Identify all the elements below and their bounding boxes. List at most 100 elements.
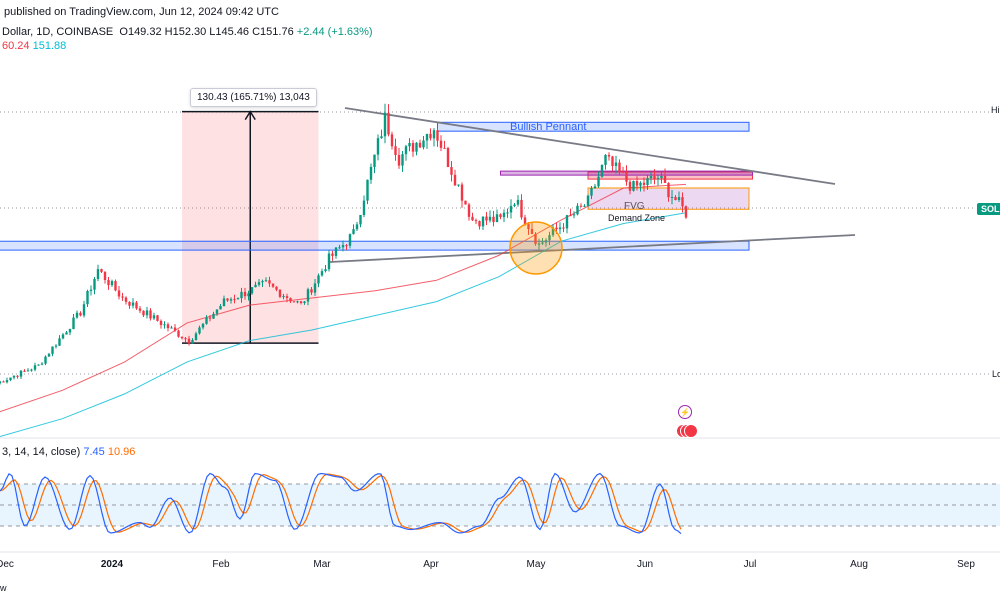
- candle-body: [16, 375, 19, 377]
- candle-body: [93, 278, 96, 290]
- candle-body: [649, 176, 653, 179]
- candle-body: [495, 214, 499, 223]
- candle-body: [5, 380, 9, 383]
- candle-body: [250, 287, 254, 294]
- candle-body: [138, 308, 142, 311]
- candle-body: [86, 290, 89, 305]
- zone-0: [437, 121, 750, 132]
- candle-body: [436, 130, 439, 141]
- candle-body: [233, 299, 236, 301]
- candle-body: [341, 245, 345, 248]
- candle-body: [170, 327, 173, 329]
- candle-body: [254, 284, 257, 288]
- candle-body: [152, 315, 156, 319]
- candle-body: [142, 310, 145, 316]
- candle-body: [579, 205, 583, 207]
- candle-body: [401, 154, 404, 166]
- candle-body: [660, 176, 663, 179]
- candle-body: [520, 199, 523, 218]
- candle-body: [509, 205, 513, 213]
- candle-body: [432, 130, 436, 139]
- candle-body: [68, 329, 72, 333]
- candle-body: [551, 227, 555, 236]
- candle-body: [415, 142, 418, 152]
- candle-body: [285, 296, 289, 298]
- x-tick-apr: Apr: [423, 559, 439, 570]
- candle-body: [404, 146, 408, 155]
- x-tick-mar: Mar: [313, 559, 331, 570]
- candle-body: [355, 224, 359, 230]
- stoch-params: 3, 14, 14, close): [2, 446, 81, 458]
- candle-body: [44, 356, 47, 364]
- candle-body: [40, 363, 44, 365]
- candle-body: [327, 253, 331, 270]
- candle-body: [121, 296, 124, 298]
- candle-body: [208, 317, 212, 319]
- candle-body: [523, 217, 527, 225]
- x-tick-jun: Jun: [636, 559, 654, 570]
- candle-body: [614, 162, 618, 166]
- candle-body: [376, 138, 380, 155]
- flash-icon[interactable]: ⚡: [678, 405, 692, 419]
- candle-body: [362, 200, 366, 216]
- candle-body: [411, 143, 415, 152]
- candle-body: [548, 235, 551, 241]
- candle-body: [625, 172, 628, 182]
- candle-body: [621, 171, 625, 173]
- candle-body: [544, 240, 548, 243]
- ma1-value: 60.24: [2, 40, 30, 52]
- candle-body: [446, 148, 450, 168]
- candle-body: [131, 302, 135, 306]
- candle-body: [576, 205, 579, 215]
- candle-body: [219, 306, 222, 310]
- candle-body: [103, 271, 107, 280]
- pennant-label: Bullish Pennant: [510, 121, 587, 133]
- candle-body: [628, 181, 632, 191]
- candle-body: [572, 214, 576, 216]
- candle-body: [243, 291, 247, 297]
- candle-body: [222, 298, 226, 307]
- ma-legend: 60.24 151.88: [2, 40, 66, 52]
- candle-body: [611, 156, 614, 166]
- candle-body: [110, 281, 114, 286]
- candle-body: [681, 197, 684, 207]
- candle-body: [58, 338, 61, 346]
- candle-body: [635, 181, 639, 186]
- x-tick-2024: 2024: [100, 559, 124, 570]
- x-tick-dec: Dec: [0, 559, 14, 570]
- candle-body: [369, 166, 373, 180]
- candle-body: [534, 234, 537, 244]
- candle-body: [257, 282, 261, 285]
- x-tick-may: May: [526, 559, 546, 570]
- candle-body: [646, 178, 649, 186]
- candle-body: [656, 178, 660, 180]
- candle-body: [236, 298, 240, 300]
- candle-body: [373, 154, 376, 167]
- candle-body: [569, 215, 572, 217]
- stoch-d-line: [0, 473, 682, 533]
- candle-body: [0, 381, 2, 384]
- candle-body: [215, 309, 219, 314]
- candle-body: [684, 206, 688, 218]
- candle-body: [159, 320, 163, 325]
- candle-body: [313, 283, 317, 293]
- candle-body: [397, 155, 401, 166]
- demand-circle: [509, 221, 563, 275]
- zone-1: [0, 240, 750, 251]
- candle-body: [439, 140, 443, 148]
- candle-body: [481, 216, 485, 227]
- event-flag-icon[interactable]: [684, 424, 698, 438]
- candle-body: [61, 334, 65, 339]
- candle-body: [670, 196, 674, 198]
- candle-body: [604, 154, 607, 165]
- candle-body: [320, 271, 324, 276]
- candle-body: [114, 281, 117, 291]
- candle-body: [383, 112, 387, 137]
- candle-body: [30, 369, 33, 371]
- candle-body: [107, 279, 110, 286]
- candle-body: [212, 313, 215, 319]
- lo-label: Lo: [992, 369, 1000, 379]
- x-tick-feb: Feb: [212, 559, 230, 570]
- candle-body: [26, 370, 30, 372]
